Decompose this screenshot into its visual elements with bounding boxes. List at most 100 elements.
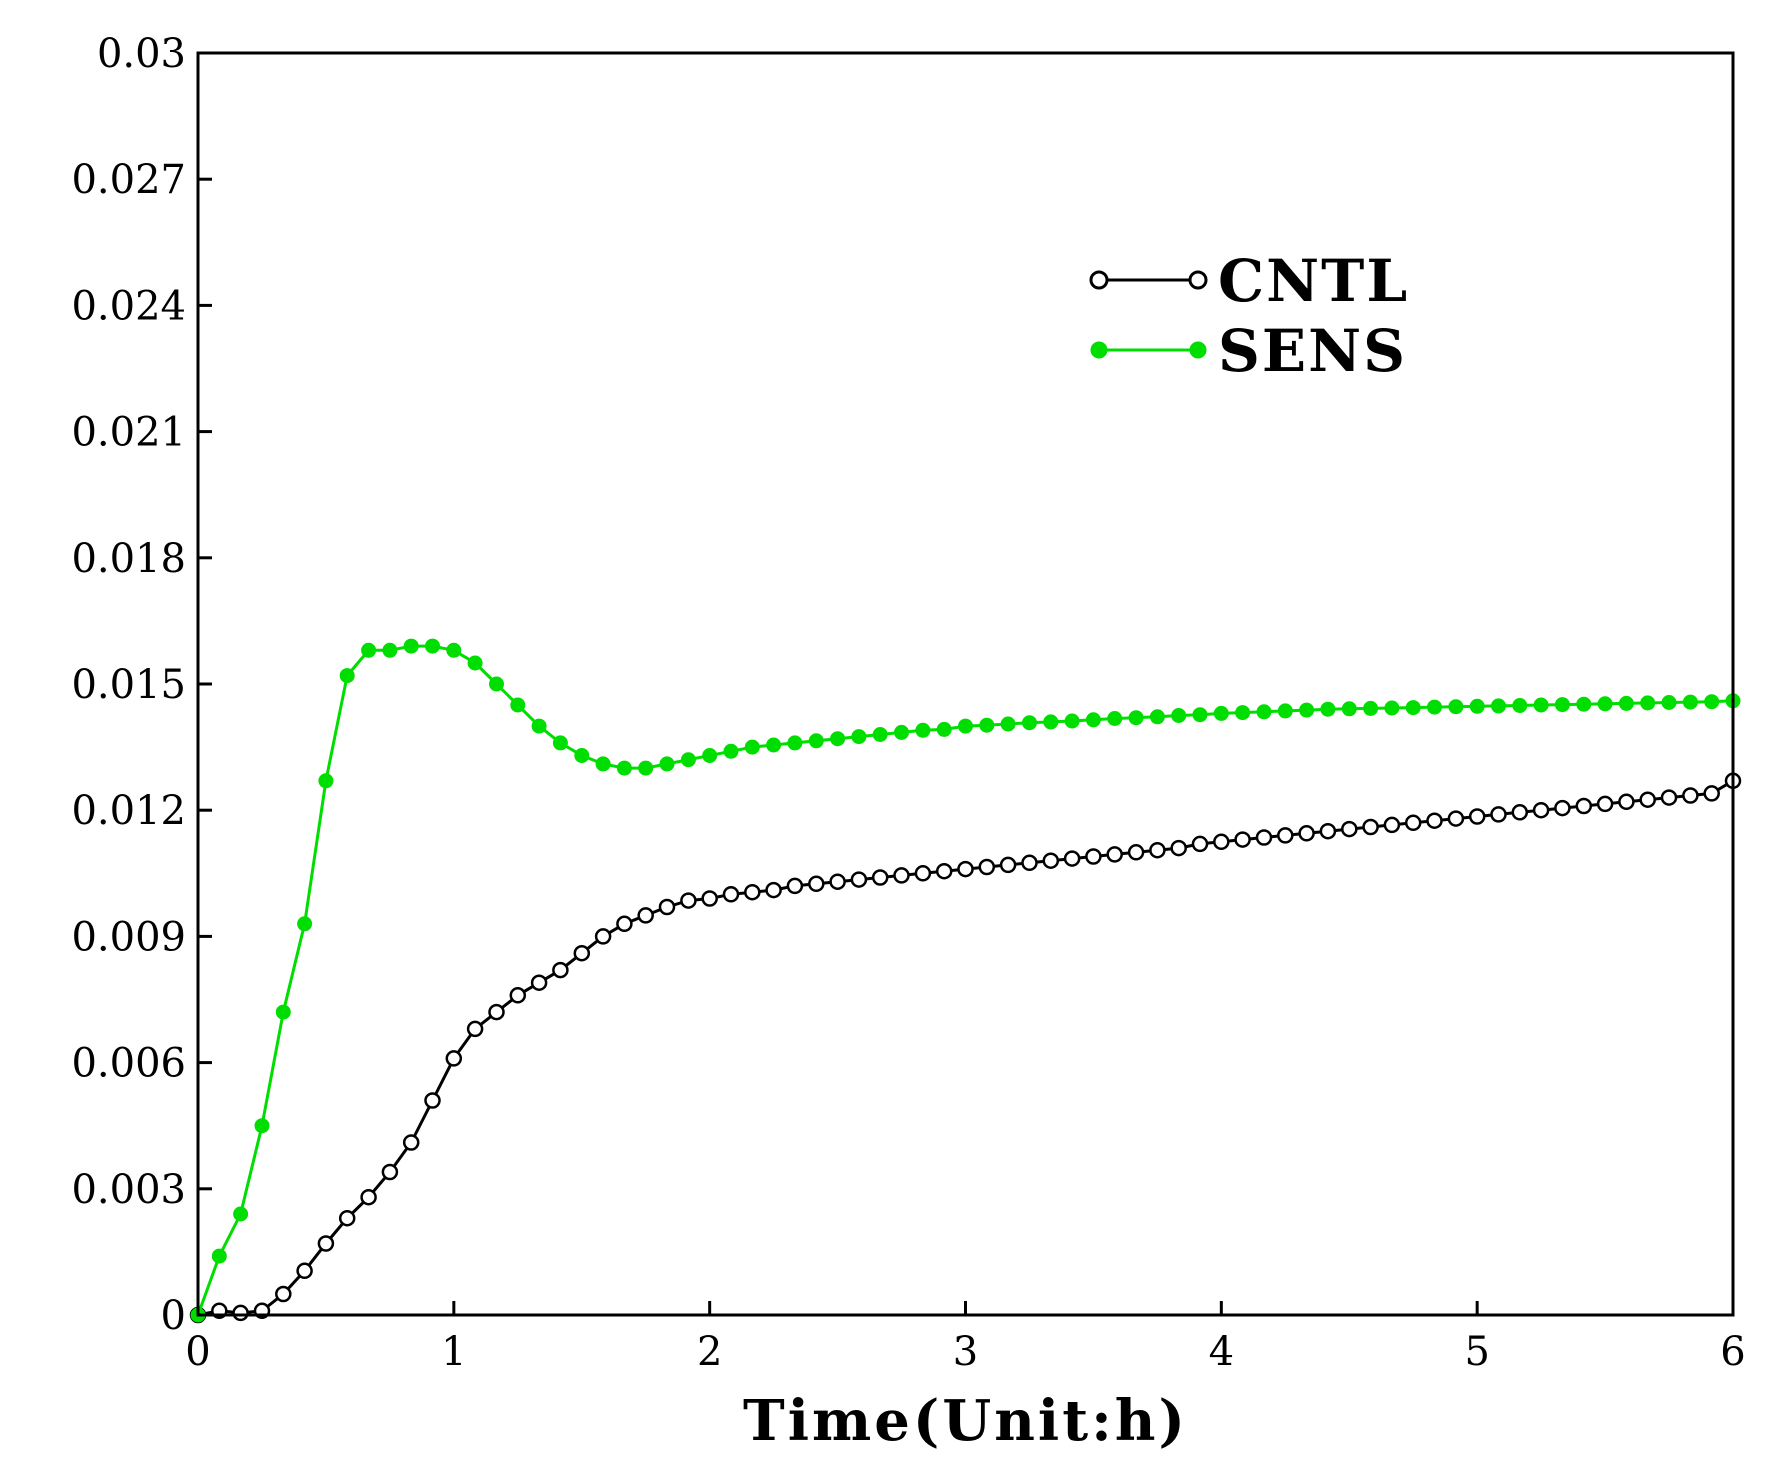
data-point-sens [830, 731, 846, 747]
data-point-cntl [1298, 825, 1315, 842]
data-point-cntl [1404, 814, 1422, 832]
x-tick-label: 6 [1720, 1329, 1745, 1375]
data-point-cntl [893, 867, 910, 884]
data-point-sens [894, 724, 909, 740]
data-point-cntl [1106, 846, 1123, 863]
data-point-cntl [829, 873, 846, 890]
x-tick-label: 5 [1464, 1329, 1489, 1375]
data-point-cntl [594, 928, 612, 945]
data-point-cntl [1191, 835, 1209, 853]
data-point-cntl [275, 1285, 292, 1303]
data-point-cntl [1596, 795, 1614, 813]
data-point-cntl [1255, 829, 1273, 846]
data-point-sens [489, 676, 504, 692]
data-point-cntl [1511, 804, 1529, 821]
data-point-sens [1235, 705, 1251, 721]
y-tick-label: 0.021 [71, 410, 186, 456]
data-point-cntl [616, 915, 633, 933]
data-point-cntl [488, 1003, 505, 1021]
data-point-sens [659, 756, 675, 772]
data-point-sens [595, 756, 611, 772]
data-point-cntl [1341, 820, 1358, 838]
y-tick-label: 0.006 [71, 1041, 186, 1087]
data-point-cntl [914, 865, 932, 882]
data-point-sens [211, 1248, 227, 1264]
series-cntl [189, 772, 1742, 1324]
y-tick-label: 0.03 [97, 31, 186, 77]
data-point-cntl [957, 860, 974, 878]
data-point-sens [1661, 695, 1677, 710]
data-point-sens [1491, 698, 1506, 714]
data-point-sens [297, 916, 313, 932]
x-tick-label: 1 [441, 1329, 466, 1375]
data-point-sens [979, 717, 995, 733]
data-point-cntl [871, 869, 889, 886]
data-point-sens [1192, 707, 1208, 723]
data-point-cntl [658, 898, 676, 916]
data-point-sens [1064, 713, 1080, 729]
data-point-sens [1512, 698, 1528, 713]
data-point-sens [1405, 700, 1421, 716]
data-point-cntl [360, 1188, 377, 1206]
y-tick-label: 0.027 [71, 157, 186, 203]
data-point-cntl [1639, 791, 1656, 808]
y-tick-label: 0.009 [71, 914, 186, 960]
data-point-cntl [765, 881, 782, 899]
data-point-sens [936, 721, 952, 737]
data-point-cntl [1127, 844, 1145, 861]
data-point-sens [1554, 697, 1570, 713]
data-point-sens [1000, 716, 1016, 732]
data-point-cntl [424, 1092, 441, 1109]
data-point-sens [339, 668, 355, 684]
data-point-cntl [1319, 822, 1337, 840]
data-point-cntl [978, 858, 996, 876]
data-point-sens [318, 773, 334, 789]
data-point-cntl [317, 1235, 335, 1252]
data-point-cntl [1426, 812, 1443, 829]
data-point-sens [361, 642, 377, 658]
legend-marker-cntl [1089, 270, 1109, 290]
data-point-cntl [701, 890, 718, 907]
y-tick-label: 0.012 [71, 788, 186, 834]
y-tick-label: 0.015 [71, 662, 186, 708]
data-point-sens [872, 727, 888, 742]
data-point-sens [1213, 705, 1229, 721]
data-point-cntl [466, 1020, 484, 1038]
data-point-sens [531, 718, 547, 734]
x-axis-title: Time(Unit:h) [743, 1388, 1188, 1454]
x-tick-label: 2 [697, 1329, 722, 1375]
y-tick-label: 0.003 [71, 1167, 186, 1213]
data-point-sens [1384, 700, 1400, 716]
data-point-cntl [1170, 839, 1187, 857]
data-point-cntl [680, 892, 697, 909]
x-tick-label: 3 [953, 1329, 978, 1375]
data-point-sens [275, 1004, 291, 1020]
series-layer [189, 638, 1742, 1324]
data-point-sens [1469, 698, 1485, 714]
legend-marker-sens [1090, 341, 1108, 359]
data-point-sens [233, 1206, 249, 1222]
data-point-cntl [1085, 848, 1102, 865]
data-point-cntl [530, 974, 548, 991]
data-point-sens [510, 697, 526, 713]
data-point-sens [851, 729, 867, 745]
data-point-sens [467, 655, 483, 671]
data-point-sens [1299, 702, 1315, 718]
data-point-sens [1533, 697, 1549, 713]
data-point-sens [680, 752, 696, 768]
data-point-sens [1085, 712, 1101, 728]
data-point-cntl [402, 1134, 420, 1151]
data-point-cntl [1149, 841, 1166, 859]
data-point-cntl [296, 1262, 313, 1280]
data-point-cntl [1703, 785, 1720, 802]
legend-label-sens: SENS [1218, 317, 1407, 385]
data-point-sens [1618, 695, 1634, 711]
data-point-cntl [808, 875, 825, 893]
data-point-sens [958, 718, 973, 734]
data-point-sens [1576, 696, 1592, 712]
legend-label-cntl: CNTL [1218, 247, 1409, 315]
data-point-sens [744, 739, 760, 755]
data-point-cntl [1277, 827, 1294, 844]
